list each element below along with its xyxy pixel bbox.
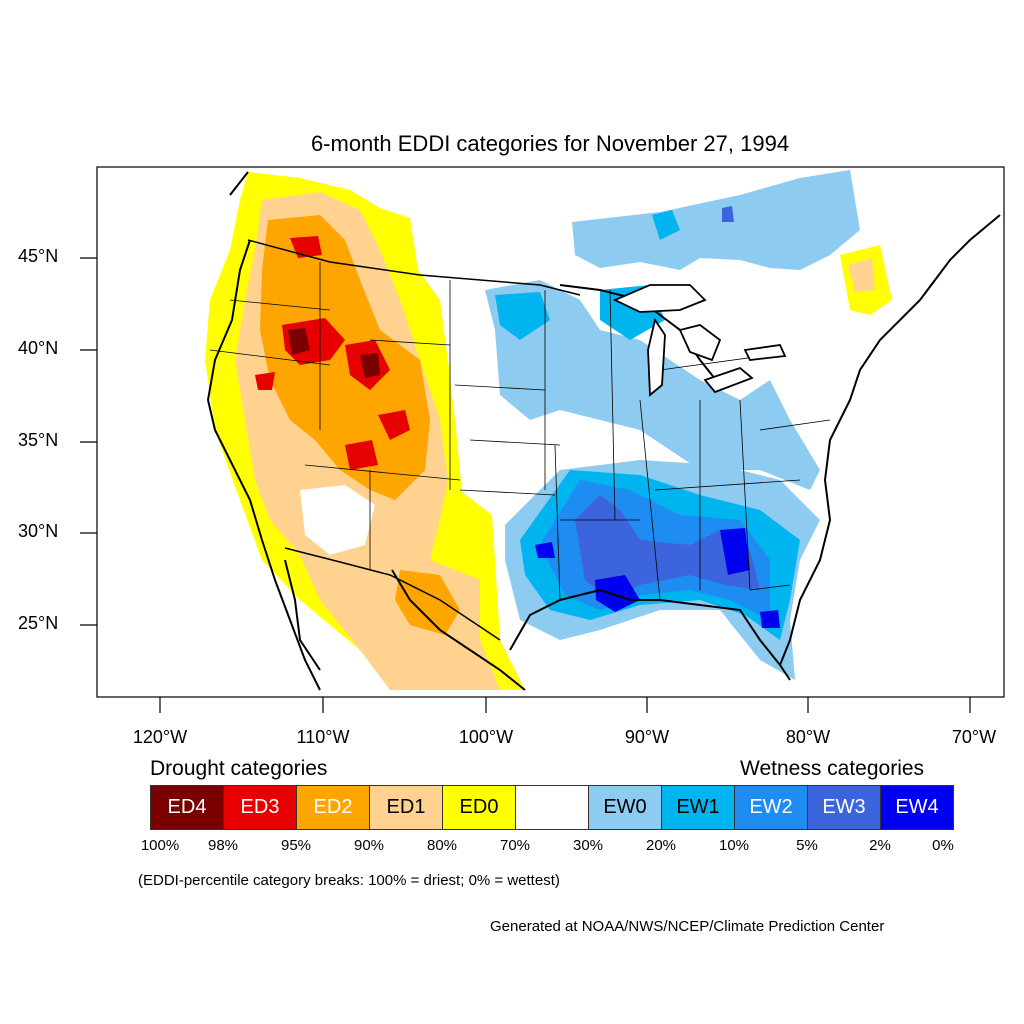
lat-label-40: 40°N [18, 338, 59, 358]
lat-label-35: 35°N [18, 430, 59, 450]
legend-swatch-ew2: EW2 [734, 785, 808, 830]
canada-ew2-patch [722, 206, 734, 222]
lat-label-30: 30°N [18, 521, 59, 541]
lat-label-45: 45°N [18, 246, 59, 266]
west-ed3-zone-6 [255, 372, 275, 390]
south-ew4-zone-2 [720, 528, 750, 575]
state-borders [209, 262, 831, 601]
lon-label-70: 70°W [951, 727, 997, 747]
legend-break-label: 20% [645, 837, 677, 854]
legend-break-label: 98% [207, 837, 239, 854]
lon-label-90: 90°W [624, 727, 670, 747]
map-frame [96, 166, 1005, 698]
legend-swatch-ed3: ED3 [223, 785, 297, 830]
legend-swatch-ed1: ED1 [369, 785, 443, 830]
legend-break-label: 0% [932, 837, 954, 854]
west-ed3-zone-5 [290, 236, 322, 258]
west-ed3-zone-3 [378, 410, 410, 440]
south-ew4-zone-4 [760, 610, 780, 628]
great-lakes [612, 284, 787, 397]
south-ew4-zone-1 [595, 575, 640, 612]
south-ew3-zone [575, 495, 760, 600]
legend-break-label: 2% [869, 837, 891, 854]
west-ed3-zone-4 [345, 440, 378, 470]
legend-break-label: 5% [796, 837, 818, 854]
plains-ew1-zone [495, 292, 550, 340]
category-note: (EDDI-percentile category breaks: 100% =… [138, 872, 560, 889]
southwest-normal-zone [300, 485, 375, 555]
legend-break-label: 95% [280, 837, 312, 854]
legend-swatch-normal [515, 785, 589, 830]
lon-label-80: 80°W [785, 727, 831, 747]
west-ed4-zone-1 [288, 328, 310, 355]
legend-swatch-ew1: EW1 [661, 785, 735, 830]
legend-swatch-ew3: EW3 [807, 785, 881, 830]
legend-swatch-ed2: ED2 [296, 785, 370, 830]
lat-label-25: 25°N [18, 613, 59, 633]
legend-swatch-ed4: ED4 [150, 785, 224, 830]
west-ed4-zone-2 [360, 353, 380, 378]
legend-break-label: 80% [426, 837, 458, 854]
legend-break-label: 30% [572, 837, 604, 854]
lon-label-120: 120°W [132, 727, 188, 747]
legend-break-label: 100% [140, 837, 180, 854]
legend-swatch-ew4: EW4 [880, 785, 954, 830]
legend-swatch-ew0: EW0 [588, 785, 662, 830]
axis-ticks [80, 257, 971, 713]
drought-heading: Drought categories [150, 757, 328, 780]
legend-break-label: 10% [718, 837, 750, 854]
lon-label-100: 100°W [458, 727, 514, 747]
canada-wet-zone [572, 170, 860, 270]
canada-ew1-patch [652, 210, 680, 240]
lon-label-110: 110°W [296, 727, 350, 747]
us-mexico-border [284, 547, 501, 641]
legend-break-label: 70% [499, 837, 531, 854]
legend-swatch-ed0: ED0 [442, 785, 516, 830]
us-canada-border [247, 239, 581, 296]
credit-text: Generated at NOAA/NWS/NCEP/Climate Predi… [490, 918, 885, 935]
south-ew4-zone-3 [535, 542, 555, 558]
wetness-heading: Wetness categories [740, 757, 925, 780]
maine-ed1-zone [848, 258, 875, 292]
map-title: 6-month EDDI categories for November 27,… [310, 131, 790, 156]
legend-break-label: 90% [353, 837, 385, 854]
